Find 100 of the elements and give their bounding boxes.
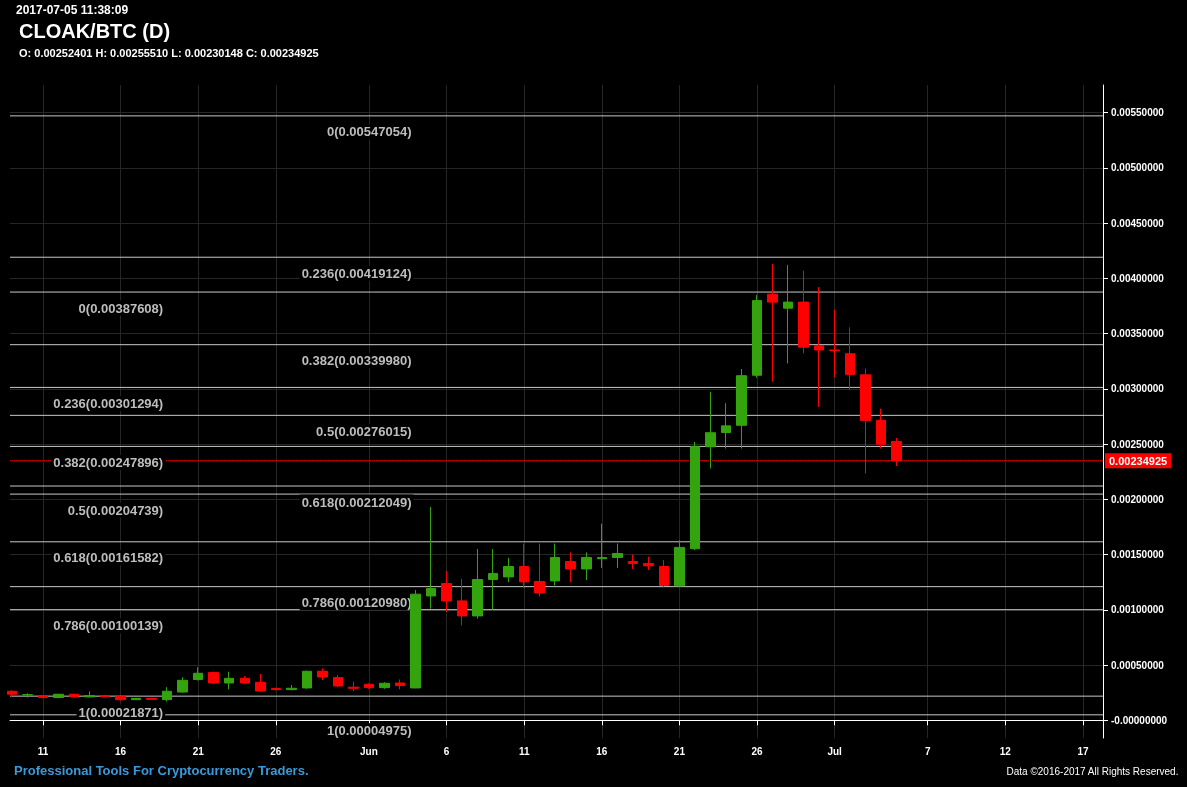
text: Data ©2016-2017 All Rights Reserved.	[1006, 765, 1179, 777]
annotation: 0.786(0.00120980)	[301, 595, 412, 611]
candlestick	[286, 684, 297, 691]
y-tick-label: 0.00450000	[1111, 217, 1165, 229]
candlestick	[643, 556, 654, 571]
x-tick-label: 26	[270, 745, 282, 757]
text: Professional Tools For Cryptocurrency Traders.	[14, 763, 309, 778]
chart-title: CLOAK/BTC (D)	[19, 20, 171, 42]
candlestick	[69, 693, 79, 698]
annotation: 0.618(0.00161582)	[53, 550, 164, 566]
candlestick	[84, 690, 95, 698]
annotation: 0.5(0.00276015)	[316, 423, 412, 439]
candlestick	[612, 543, 623, 569]
candlestick	[721, 402, 731, 450]
y-tick-label: -0.00000000	[1111, 714, 1168, 726]
candlestick	[379, 681, 390, 690]
candlestick	[581, 551, 592, 581]
x-tick-label: Jun	[360, 745, 378, 757]
candlestick	[628, 554, 638, 570]
candlestick	[426, 506, 436, 610]
y-tick-label: 0.00050000	[1111, 659, 1165, 671]
candlestick	[829, 309, 840, 378]
candlestick	[115, 695, 126, 701]
annotation: 1(0.00004975)	[326, 723, 412, 739]
candlestick	[767, 263, 778, 383]
candlestick	[410, 589, 421, 689]
candlestick	[690, 441, 700, 551]
y-tick-label: 0.00250000	[1111, 438, 1165, 450]
annotation: 0(0.00387608)	[78, 300, 164, 316]
x-tick-label: 21	[192, 745, 205, 757]
candlestick	[472, 548, 483, 620]
candlestick	[783, 264, 793, 364]
y-tick-label: 0.00300000	[1111, 383, 1165, 395]
candlestick	[488, 548, 498, 611]
y-tick-label: 0.00400000	[1111, 272, 1165, 284]
annotation: 0.786(0.00100139)	[53, 618, 164, 634]
candlestick	[317, 667, 328, 681]
y-tick-label: 0.00100000	[1111, 604, 1165, 616]
y-tick-label: 0.00550000	[1111, 107, 1165, 119]
candlestick	[565, 551, 576, 583]
annotation: 0.382(0.00247896)	[53, 454, 164, 470]
x-tick-label: 12	[999, 745, 1012, 757]
candlestick	[395, 678, 405, 690]
candlestick	[705, 391, 716, 469]
text: 2017-07-05 11:38:09	[16, 3, 129, 17]
y-tick-label: 0.00500000	[1111, 162, 1165, 174]
annotation: 0.236(0.00419124)	[301, 265, 412, 281]
x-tick-label: 11	[37, 745, 49, 757]
x-tick-label: 26	[751, 745, 763, 757]
y-tick-label: 0.00200000	[1111, 493, 1165, 505]
candlestick	[534, 543, 545, 598]
candlestick	[302, 670, 312, 690]
candlestick	[193, 666, 203, 682]
candlestick	[659, 559, 669, 589]
candlestick	[876, 408, 886, 450]
candlestick	[348, 681, 359, 692]
candlestick	[364, 682, 374, 690]
candlestick	[146, 697, 157, 701]
x-tick-label: 7	[924, 745, 931, 757]
annotation: 0.382(0.00339980)	[301, 353, 412, 369]
candlestick	[255, 673, 266, 693]
y-tick-label: 0.00150000	[1111, 549, 1165, 561]
candlestick	[798, 270, 809, 354]
candlestick	[597, 523, 607, 569]
x-tick-label: Jul	[827, 745, 843, 757]
annotation: 0.236(0.00301294)	[53, 395, 164, 411]
candlestick	[271, 687, 281, 691]
annotation: 0(0.00547054)	[326, 124, 412, 140]
annotation: 1(0.00021871)	[78, 704, 164, 720]
candlestick	[53, 693, 64, 699]
ref-line-label: 0.00234925	[1109, 454, 1168, 467]
x-tick-label: 11	[518, 745, 530, 757]
candlestick	[550, 543, 560, 587]
y-tick-label: 0.00350000	[1111, 328, 1165, 340]
x-tick-label: 16	[115, 745, 127, 757]
candlestick	[736, 368, 747, 450]
candlestick	[7, 689, 17, 698]
x-tick-label: 21	[673, 745, 686, 757]
candlestick	[441, 570, 452, 613]
candlestick	[519, 543, 529, 589]
chart-subtitle: O: 0.00252401 H: 0.00255510 L: 0.00230148 C: 0.00234925	[19, 46, 319, 59]
x-tick-label: 16	[596, 745, 608, 757]
candlestick	[224, 671, 234, 690]
candlestick	[240, 675, 250, 685]
candlestick	[674, 539, 685, 588]
candlestick	[333, 674, 343, 688]
x-tick-label: 17	[1077, 745, 1089, 757]
candlestick	[162, 686, 172, 703]
annotation: 0.618(0.00212049)	[301, 494, 412, 510]
candlestick	[457, 578, 467, 626]
x-tick-label: 6	[443, 745, 450, 757]
candlestick	[845, 326, 855, 391]
candlestick	[22, 692, 33, 699]
candlestick	[177, 676, 188, 694]
candlestick	[752, 294, 762, 379]
candlestick	[208, 671, 219, 685]
candlestick	[503, 557, 514, 583]
candlestick	[100, 694, 110, 698]
candlestick	[38, 694, 48, 699]
annotation: 0.5(0.00204739)	[67, 502, 164, 518]
